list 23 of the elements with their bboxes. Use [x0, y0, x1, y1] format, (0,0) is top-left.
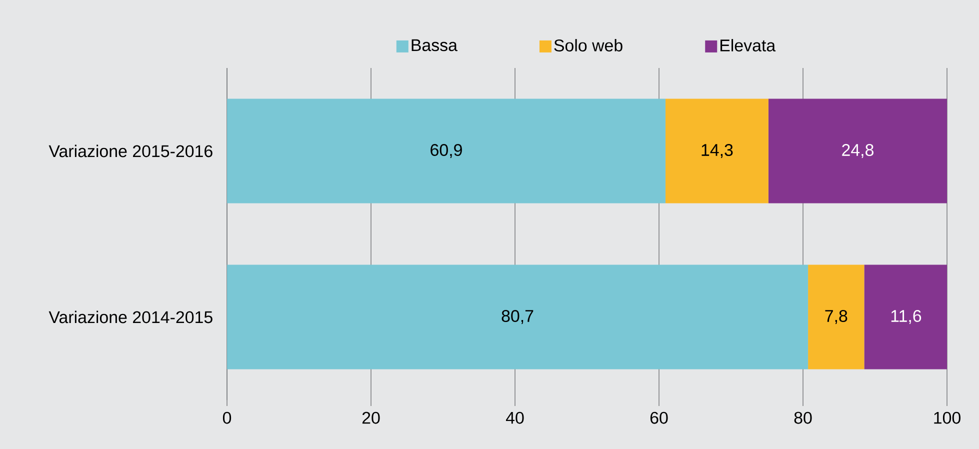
- data-label: 11,6: [891, 310, 922, 324]
- data-label: 14,3: [702, 144, 733, 158]
- x-tick-label: 60: [650, 412, 668, 424]
- x-tick-label: 0: [222, 412, 232, 424]
- bar: [227, 98, 666, 204]
- legend-label: Solo web: [554, 39, 622, 52]
- bar: [665, 98, 768, 204]
- x-tick-label: 100: [934, 412, 960, 424]
- bar: [768, 98, 948, 204]
- y-tick-label: Variazione 2015-2016: [48, 144, 212, 158]
- bar: [808, 264, 864, 370]
- data-label: 24,8: [842, 144, 874, 158]
- y-tick-label: Variazione 2014-2015: [48, 310, 212, 324]
- data-label: 7,8: [825, 310, 848, 324]
- data-label: 60,9: [430, 144, 462, 158]
- x-tick-label: 40: [506, 412, 524, 424]
- bar: [864, 264, 948, 370]
- legend-label: Bassa: [412, 39, 458, 52]
- x-tick-label: 80: [794, 412, 812, 424]
- x-tick-label: 20: [362, 412, 380, 424]
- data-label: 80,7: [502, 310, 534, 324]
- legend-label: Elevata: [720, 39, 776, 52]
- bar: [227, 264, 808, 370]
